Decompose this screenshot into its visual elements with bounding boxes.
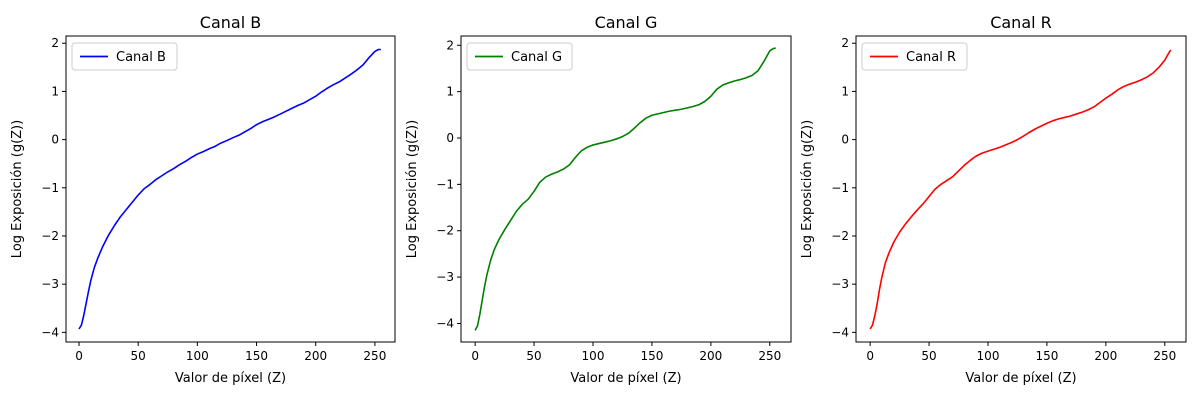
chart-panel-1: Canal B 0 50 100 150 200 250 −4 −3 −2 −1 0 1 2 Valor d… bbox=[10, 13, 396, 386]
x-tick-label: 50 bbox=[526, 349, 541, 363]
x-tick-label: 200 bbox=[699, 349, 722, 363]
legend-label: Canal G bbox=[511, 50, 562, 65]
x-tick-label: 150 bbox=[245, 349, 268, 363]
x-axis-label: Valor de píxel (Z) bbox=[570, 371, 681, 386]
legend: Canal G bbox=[466, 42, 573, 71]
y-tick-label: −4 bbox=[41, 325, 59, 339]
y-tick-label: −1 bbox=[41, 181, 59, 195]
chart-panel-3: Canal R 0 50 100 150 200 250 −4 −3 −2 −1 0 1 2 Valor d… bbox=[800, 13, 1187, 386]
y-tick-label: 2 bbox=[51, 36, 59, 50]
plot-frame bbox=[65, 35, 396, 343]
x-tick-label: 250 bbox=[1153, 349, 1176, 363]
legend-label: Canal R bbox=[906, 50, 956, 65]
y-tick-label: −1 bbox=[831, 181, 849, 195]
x-tick-label: 150 bbox=[640, 349, 663, 363]
chart-title: Canal G bbox=[595, 13, 658, 32]
x-tick-label: 100 bbox=[977, 349, 1000, 363]
legend-label: Canal B bbox=[116, 50, 166, 65]
chart-title: Canal B bbox=[200, 13, 261, 32]
x-axis-label: Valor de píxel (Z) bbox=[965, 371, 1076, 386]
y-tick-label: −4 bbox=[831, 325, 849, 339]
legend: Canal R bbox=[861, 42, 968, 71]
y-tick-label: −2 bbox=[436, 224, 454, 238]
chart-title: Canal R bbox=[990, 13, 1052, 32]
x-tick-label: 0 bbox=[471, 349, 479, 363]
series-line-canal-b bbox=[78, 48, 381, 330]
y-tick-label: 1 bbox=[841, 84, 849, 98]
x-tick-label: 100 bbox=[582, 349, 605, 363]
y-axis-label: Log Exposición (g(Z)) bbox=[10, 120, 25, 258]
y-axis-label: Log Exposición (g(Z)) bbox=[405, 120, 420, 258]
plot-frame bbox=[855, 35, 1187, 343]
legend-box bbox=[861, 42, 968, 71]
y-tick-label: 0 bbox=[841, 133, 849, 147]
legend: Canal B bbox=[71, 42, 178, 71]
y-tick-label: 1 bbox=[446, 85, 454, 99]
y-axis-label: Log Exposición (g(Z)) bbox=[800, 120, 815, 258]
y-tick-label: −1 bbox=[436, 177, 454, 191]
chart-panel-2: Canal G 0 50 100 150 200 250 −4 −3 −2 −1 0 1 2 Valor d… bbox=[405, 13, 792, 386]
x-tick-label: 200 bbox=[304, 349, 327, 363]
y-tick-label: −2 bbox=[41, 229, 59, 243]
y-tick-label: 2 bbox=[841, 36, 849, 50]
y-tick-label: −3 bbox=[436, 270, 454, 284]
legend-box bbox=[71, 42, 178, 71]
legend-box bbox=[466, 42, 573, 71]
y-tick-label: 0 bbox=[51, 133, 59, 147]
x-tick-label: 0 bbox=[75, 349, 83, 363]
x-tick-label: 250 bbox=[363, 349, 386, 363]
x-axis-label: Valor de píxel (Z) bbox=[175, 371, 286, 386]
x-tick-label: 50 bbox=[131, 349, 146, 363]
x-tick-label: 250 bbox=[758, 349, 781, 363]
series-line-canal-g bbox=[474, 47, 776, 331]
y-tick-label: 0 bbox=[446, 131, 454, 145]
x-tick-label: 0 bbox=[866, 349, 874, 363]
y-tick-label: 1 bbox=[51, 84, 59, 98]
plot-frame bbox=[460, 35, 792, 343]
x-tick-label: 50 bbox=[921, 349, 936, 363]
x-tick-label: 100 bbox=[186, 349, 209, 363]
y-tick-label: −3 bbox=[41, 277, 59, 291]
x-tick-label: 150 bbox=[1035, 349, 1058, 363]
y-tick-label: −4 bbox=[436, 316, 454, 330]
y-tick-label: −3 bbox=[831, 277, 849, 291]
series-line-canal-r bbox=[869, 49, 1172, 330]
x-tick-label: 200 bbox=[1094, 349, 1117, 363]
y-tick-label: −2 bbox=[831, 229, 849, 243]
y-tick-label: 2 bbox=[446, 38, 454, 52]
